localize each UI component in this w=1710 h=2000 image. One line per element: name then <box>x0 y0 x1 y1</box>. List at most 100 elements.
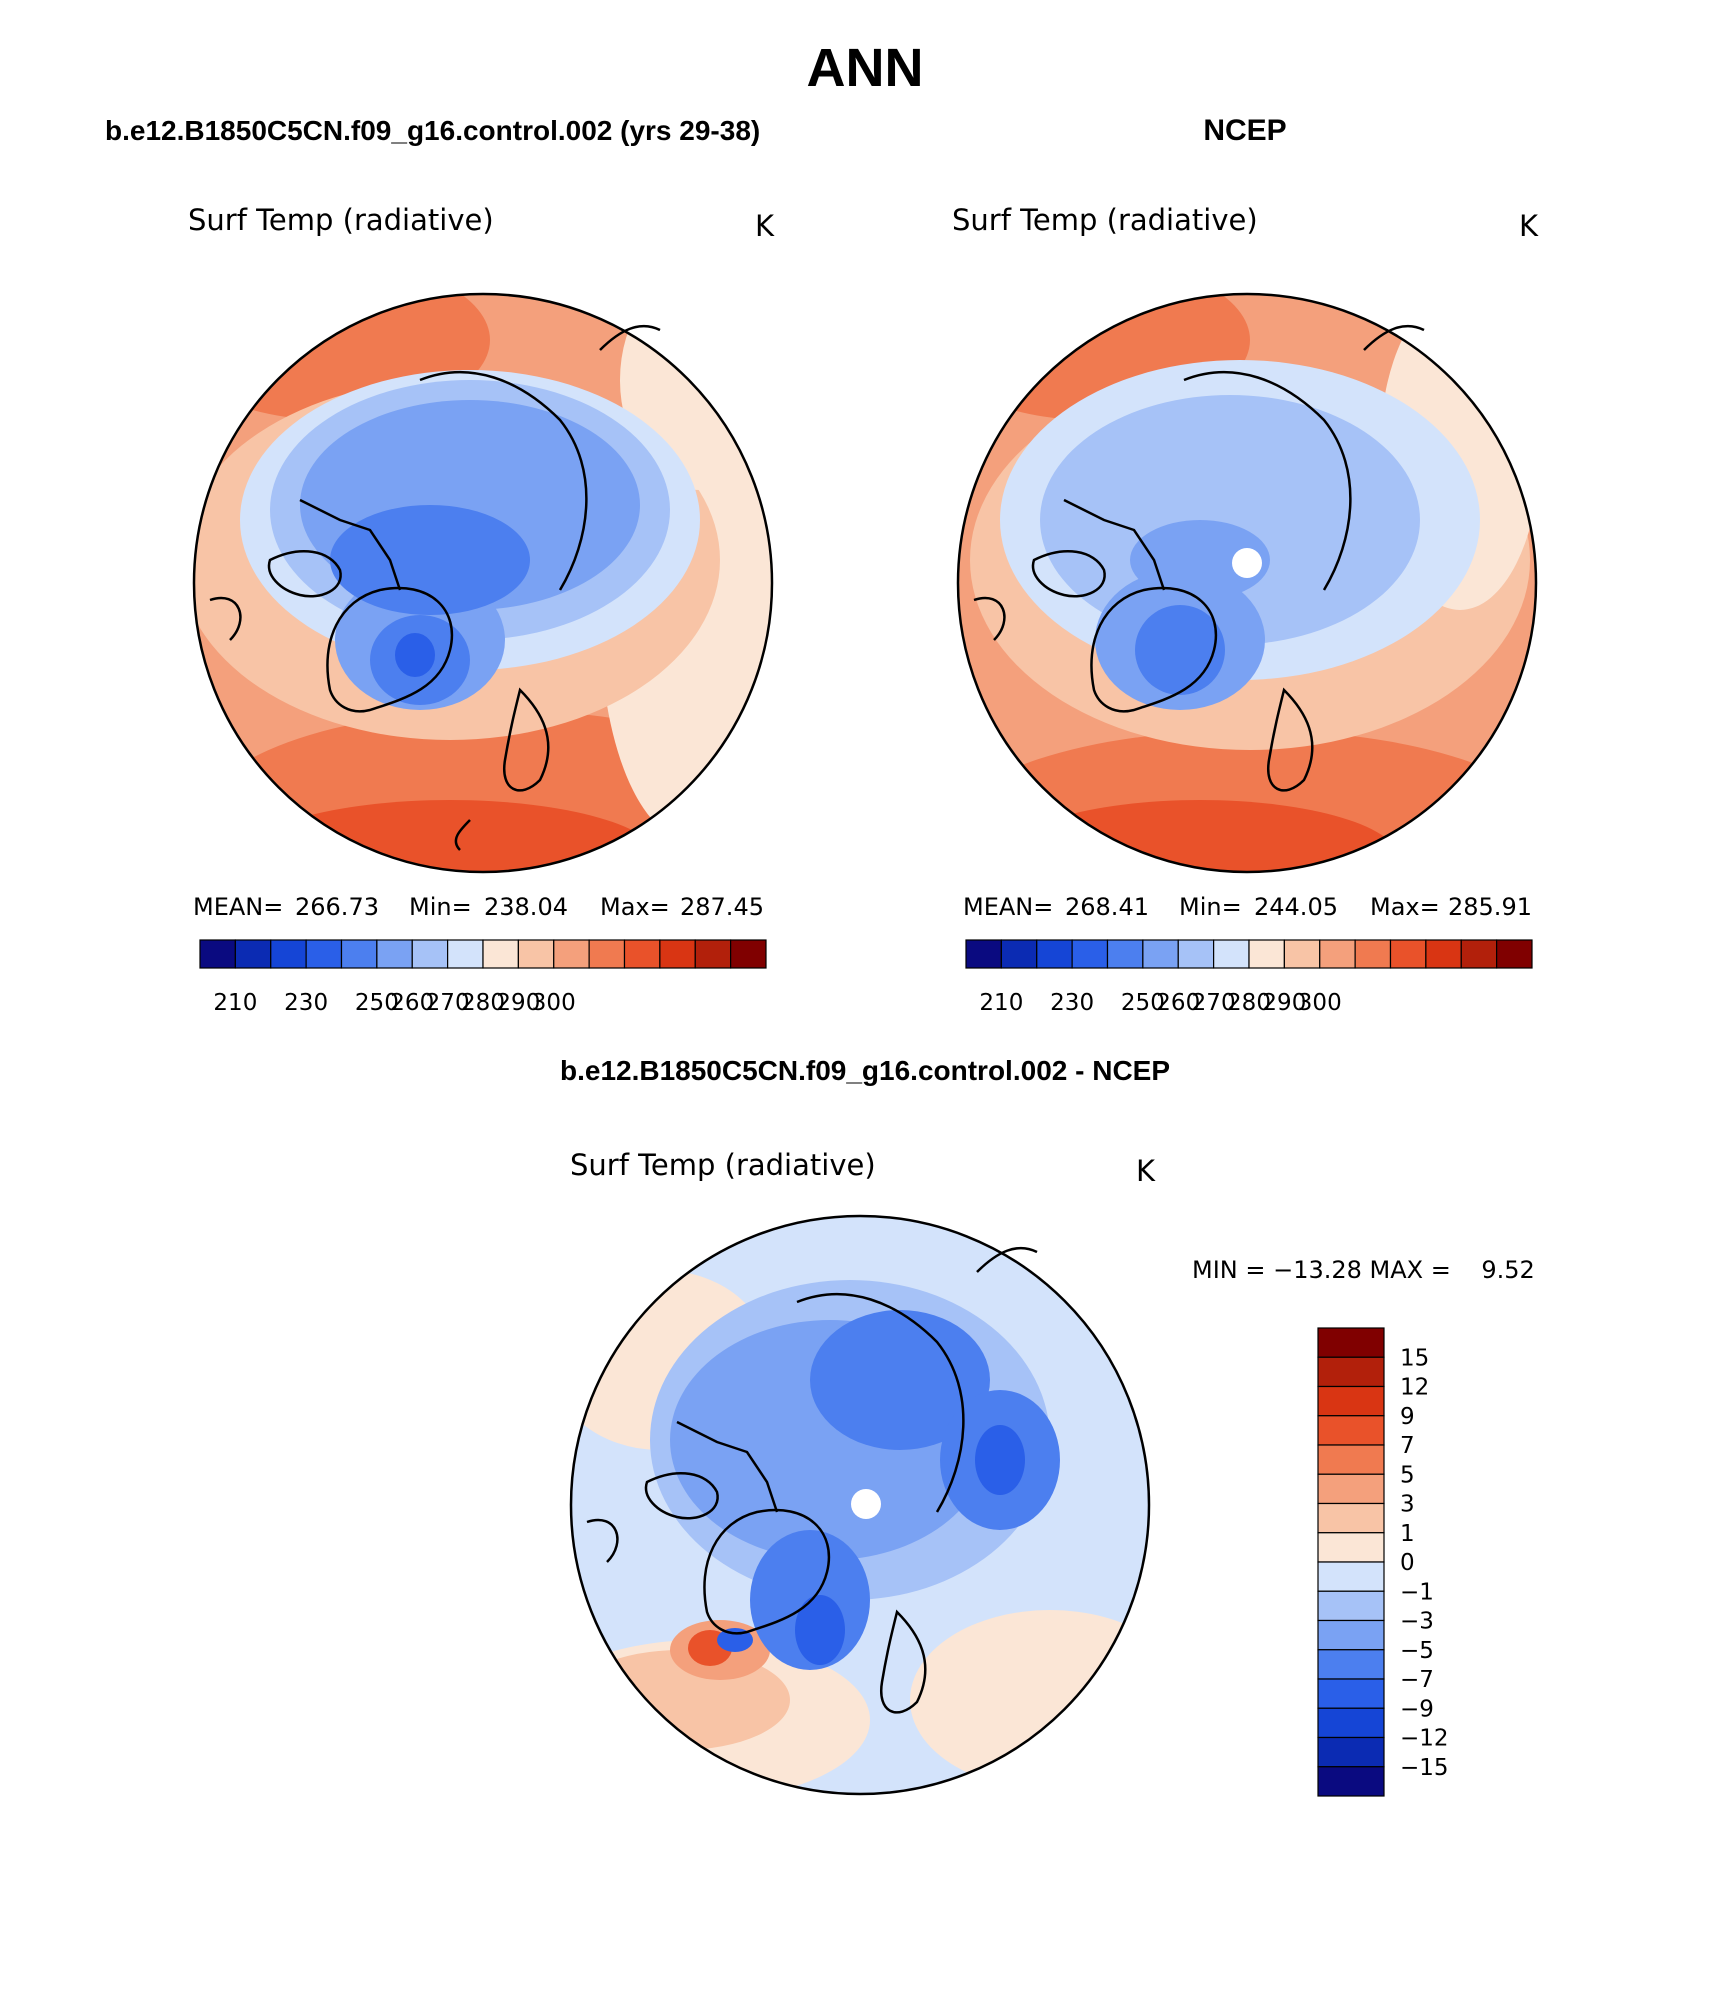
colorbar-swatch <box>1354 939 1392 969</box>
colorbar-diff: 15 12 9 7 5 3 1 0 −1 −3 −5 −7 −9 −12 −15 <box>1317 1327 1449 1797</box>
colorbar-swatch <box>1317 1649 1385 1680</box>
figure-title: ANN <box>807 38 924 98</box>
colorbar-swatch <box>553 939 590 969</box>
colorbar-swatch <box>1319 939 1356 969</box>
colorbar-swatch <box>623 939 661 969</box>
colorbar-swatch <box>376 939 413 969</box>
map-diff <box>569 1214 1151 1796</box>
colorbar-swatch <box>1000 939 1038 969</box>
map-model-contours <box>194 294 772 872</box>
panel-obs-variable: Surf Temp (radiative) <box>952 203 1258 237</box>
colorbar-swatch <box>447 939 484 969</box>
stat-value: 238.04 <box>484 893 568 921</box>
map-diff-coastlines <box>586 1246 1038 1714</box>
colorbar-tick-label: 300 <box>532 990 576 1016</box>
colorbar-tick-label: 270 <box>1192 990 1236 1016</box>
colorbar-tick-label: 210 <box>213 990 257 1016</box>
colorbar-swatch <box>694 939 732 969</box>
colorbar-swatch <box>1317 1590 1385 1622</box>
panel-model-header: b.e12.B1850C5CN.f09_g16.control.002 (yrs… <box>105 115 760 146</box>
colorbar-swatch <box>1317 1532 1385 1563</box>
colorbar-swatch <box>1317 1356 1385 1388</box>
colorbar-tick-label: −7 <box>1400 1667 1434 1693</box>
colorbar-swatch <box>659 939 696 969</box>
colorbar-swatch <box>1317 1327 1385 1358</box>
colorbar-tick-label: 250 <box>1121 990 1165 1016</box>
colorbar-swatch <box>1142 939 1179 969</box>
colorbar-tick-label: 7 <box>1400 1433 1415 1459</box>
colorbar-tick-label: 230 <box>284 990 328 1016</box>
colorbar-swatch <box>1317 1502 1385 1534</box>
colorbar-tick-label: −12 <box>1400 1726 1449 1752</box>
colorbar-tick-label: 250 <box>355 990 399 1016</box>
colorbar-swatch <box>588 939 626 969</box>
panel-model-variable: Surf Temp (radiative) <box>188 203 494 237</box>
colorbar-swatch <box>1317 1415 1385 1446</box>
panel-obs-units: K <box>1519 209 1539 243</box>
stat-label: Max= <box>1370 893 1440 921</box>
stat-label: Max= <box>600 893 670 921</box>
panel-diff-header: b.e12.B1850C5CN.f09_g16.control.002 - NC… <box>560 1055 1170 1086</box>
colorbar-swatch <box>730 939 767 969</box>
colorbar-swatch <box>1317 1736 1385 1768</box>
colorbar-swatch <box>1106 939 1144 969</box>
stat-value: 244.05 <box>1254 893 1338 921</box>
panel-obs-header: NCEP <box>1203 114 1286 147</box>
colorbar-tick-label: 260 <box>1156 990 1200 1016</box>
map-obs-pole-mask <box>1232 548 1262 578</box>
colorbar-tick-label: −1 <box>1400 1579 1434 1605</box>
stat-label: Min= <box>409 893 472 921</box>
colorbar-swatch <box>1213 939 1250 969</box>
colorbar-swatch <box>1248 939 1285 969</box>
colorbar-tick-label: 290 <box>1262 990 1306 1016</box>
stat-value: 266.73 <box>295 893 379 921</box>
colorbar-tick-label: 280 <box>461 990 505 1016</box>
colorbar-tick-label: 1 <box>1400 1521 1415 1547</box>
map-diff-pole-mask <box>851 1489 881 1519</box>
colorbar-swatch <box>340 939 378 969</box>
colorbar-swatch <box>1317 1619 1385 1651</box>
panel-model-units: K <box>755 209 775 243</box>
colorbar-tick-label: −9 <box>1400 1696 1434 1722</box>
colorbar-swatch <box>1317 1473 1385 1505</box>
colorbar-swatch <box>1177 939 1215 969</box>
stat-value: 285.91 <box>1448 893 1532 921</box>
colorbar-swatch <box>1317 1385 1385 1417</box>
colorbar-tick-label: 260 <box>390 990 434 1016</box>
panel-obs-stats: MEAN= 268.41 Min= 244.05 Max= 285.91 <box>963 893 1532 921</box>
colorbar-swatch <box>1425 939 1462 969</box>
colorbar-tick-label: 300 <box>1298 990 1342 1016</box>
colorbar-tick-label: 0 <box>1400 1550 1415 1576</box>
colorbar-swatch <box>1317 1766 1385 1797</box>
colorbar-tick-label: −15 <box>1400 1755 1449 1781</box>
colorbar-tick-label: 210 <box>979 990 1023 1016</box>
stat-label: MEAN= <box>193 893 283 921</box>
colorbar-swatch <box>482 939 519 969</box>
colorbar-swatch <box>199 939 236 969</box>
colorbar-swatch <box>1071 939 1109 969</box>
stat-value: 287.45 <box>680 893 764 921</box>
map-obs <box>956 292 1538 874</box>
colorbar-tick-label: −3 <box>1400 1609 1434 1635</box>
panel-diff-minmax: MIN = −13.28 MAX = 9.52 <box>1192 1256 1535 1284</box>
stat-label: MEAN= <box>963 893 1053 921</box>
stat-label: Min= <box>1179 893 1242 921</box>
stat-value: 268.41 <box>1065 893 1149 921</box>
colorbar-tick-label: 280 <box>1227 990 1271 1016</box>
colorbar-swatch <box>965 939 1002 969</box>
colorbar-tick-label: 5 <box>1400 1462 1415 1488</box>
colorbar-tick-label: 12 <box>1400 1375 1429 1401</box>
colorbar-tick-label: 9 <box>1400 1404 1415 1430</box>
map-obs-contours <box>958 294 1536 872</box>
colorbar-swatch <box>1317 1707 1385 1739</box>
colorbar-swatch <box>305 939 343 969</box>
colorbar-tick-label: 15 <box>1400 1345 1429 1371</box>
colorbar-swatch <box>1036 939 1073 969</box>
panel-model-stats: MEAN= 266.73 Min= 238.04 Max= 287.45 <box>193 893 764 921</box>
colorbar-swatch <box>1460 939 1498 969</box>
colorbar-tick-label: −5 <box>1400 1638 1434 1664</box>
colorbar-swatch <box>411 939 449 969</box>
colorbar-swatch <box>270 939 307 969</box>
